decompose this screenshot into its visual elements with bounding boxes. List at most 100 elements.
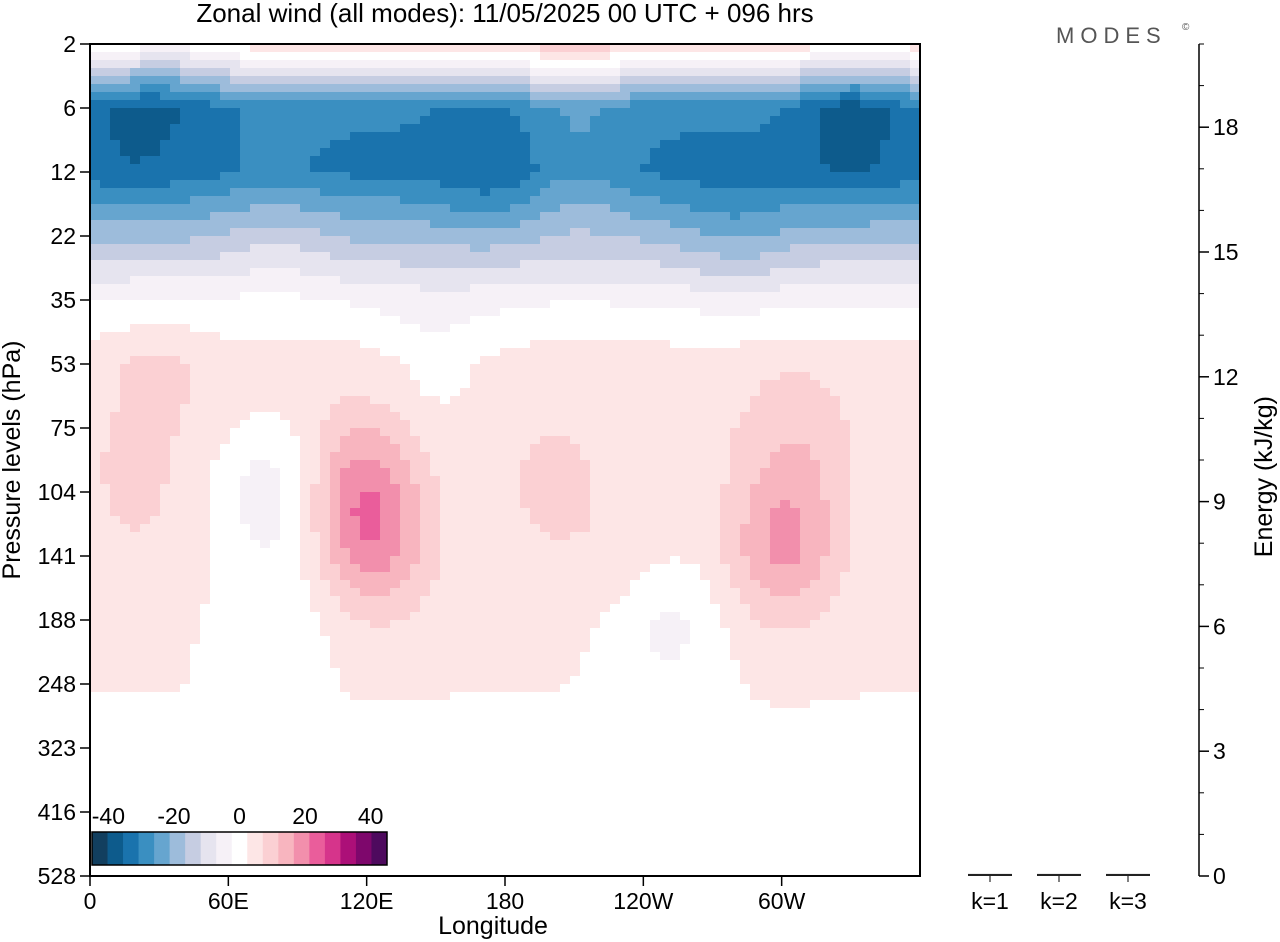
heatmap-cell bbox=[250, 140, 261, 149]
heatmap-cell bbox=[830, 108, 841, 117]
heatmap-cell bbox=[410, 148, 421, 157]
heatmap-cell bbox=[630, 228, 641, 237]
heatmap-cell bbox=[740, 372, 751, 381]
heatmap-cell bbox=[460, 92, 471, 101]
heatmap-cell bbox=[890, 324, 901, 333]
heatmap-cell bbox=[830, 260, 841, 269]
heatmap-cell bbox=[390, 220, 401, 229]
heatmap-cell bbox=[480, 492, 491, 501]
heatmap-cell bbox=[690, 284, 701, 293]
heatmap-cell bbox=[550, 260, 561, 269]
heatmap-cell bbox=[900, 212, 911, 221]
heatmap-cell bbox=[810, 436, 821, 445]
heatmap-cell bbox=[830, 460, 841, 469]
heatmap-cell bbox=[140, 228, 151, 237]
heatmap-cell bbox=[90, 164, 101, 173]
heatmap-cell bbox=[510, 364, 521, 373]
heatmap-cell bbox=[390, 132, 401, 141]
heatmap-cell bbox=[280, 492, 291, 501]
heatmap-cell bbox=[230, 52, 241, 61]
heatmap-cell bbox=[280, 228, 291, 237]
heatmap-cell bbox=[770, 396, 781, 405]
heatmap-cell bbox=[550, 404, 561, 413]
heatmap-cell bbox=[530, 340, 541, 349]
heatmap-cell bbox=[460, 212, 471, 221]
heatmap-cell bbox=[90, 84, 101, 93]
heatmap-cell bbox=[590, 132, 601, 141]
heatmap-cell bbox=[240, 140, 251, 149]
heatmap-cell bbox=[450, 452, 461, 461]
heatmap-cell bbox=[380, 324, 391, 333]
heatmap-cell bbox=[620, 364, 631, 373]
heatmap-cell bbox=[120, 196, 131, 205]
heatmap-cell bbox=[320, 204, 331, 213]
heatmap-cell bbox=[650, 380, 661, 389]
heatmap-cell bbox=[750, 460, 761, 469]
heatmap-cell bbox=[820, 364, 831, 373]
heatmap-cell bbox=[300, 180, 311, 189]
heatmap-cell bbox=[560, 124, 571, 133]
heatmap-cell bbox=[440, 484, 451, 493]
wind-heatmap bbox=[90, 44, 921, 877]
heatmap-cell bbox=[280, 364, 291, 373]
heatmap-cell bbox=[530, 492, 541, 501]
heatmap-cell bbox=[160, 156, 171, 165]
heatmap-cell bbox=[640, 92, 651, 101]
heatmap-cell bbox=[550, 500, 561, 509]
heatmap-cell bbox=[380, 164, 391, 173]
heatmap-cell bbox=[690, 308, 701, 317]
heatmap-cell bbox=[600, 380, 611, 389]
heatmap-cell bbox=[510, 372, 521, 381]
heatmap-cell bbox=[830, 300, 841, 309]
heatmap-cell bbox=[760, 140, 771, 149]
heatmap-cell bbox=[100, 180, 111, 189]
heatmap-cell bbox=[570, 68, 581, 77]
heatmap-cell bbox=[870, 508, 881, 517]
heatmap-cell bbox=[670, 196, 681, 205]
heatmap-cell bbox=[490, 460, 501, 469]
heatmap-cell bbox=[400, 380, 411, 389]
heatmap-cell bbox=[540, 340, 551, 349]
heatmap-cell bbox=[730, 92, 741, 101]
heatmap-cell bbox=[260, 100, 271, 109]
heatmap-cell bbox=[190, 300, 201, 309]
heatmap-cell bbox=[800, 76, 811, 85]
heatmap-cell bbox=[330, 68, 341, 77]
heatmap-cell bbox=[630, 276, 641, 285]
heatmap-cell bbox=[180, 492, 191, 501]
heatmap-cell bbox=[790, 124, 801, 133]
heatmap-cell bbox=[620, 436, 631, 445]
heatmap-cell bbox=[480, 268, 491, 277]
heatmap-cell bbox=[580, 428, 591, 437]
heatmap-cell bbox=[140, 332, 151, 341]
heatmap-cell bbox=[750, 212, 761, 221]
heatmap-cell bbox=[760, 340, 771, 349]
heatmap-cell bbox=[870, 380, 881, 389]
heatmap-cell bbox=[330, 204, 341, 213]
heatmap-cell bbox=[200, 484, 211, 493]
heatmap-cell bbox=[820, 244, 831, 253]
heatmap-cell bbox=[450, 316, 461, 325]
heatmap-cell bbox=[870, 308, 881, 317]
heatmap-cell bbox=[170, 100, 181, 109]
heatmap-cell bbox=[740, 460, 751, 469]
heatmap-cell bbox=[90, 484, 101, 493]
heatmap-cell bbox=[300, 356, 311, 365]
heatmap-cell bbox=[300, 100, 311, 109]
heatmap-cell bbox=[580, 364, 591, 373]
heatmap-cell bbox=[280, 196, 291, 205]
heatmap-cell bbox=[200, 324, 211, 333]
heatmap-cell bbox=[720, 300, 731, 309]
heatmap-cell bbox=[440, 236, 451, 245]
heatmap-cell bbox=[220, 412, 231, 421]
heatmap-cell bbox=[100, 268, 111, 277]
heatmap-cell bbox=[900, 468, 911, 477]
heatmap-cell bbox=[720, 52, 731, 61]
heatmap-cell bbox=[860, 100, 871, 109]
heatmap-cell bbox=[540, 244, 551, 253]
heatmap-cell bbox=[880, 444, 891, 453]
heatmap-cell bbox=[440, 420, 451, 429]
heatmap-cell bbox=[370, 44, 381, 53]
heatmap-cell bbox=[220, 500, 231, 509]
heatmap-cell bbox=[160, 300, 171, 309]
